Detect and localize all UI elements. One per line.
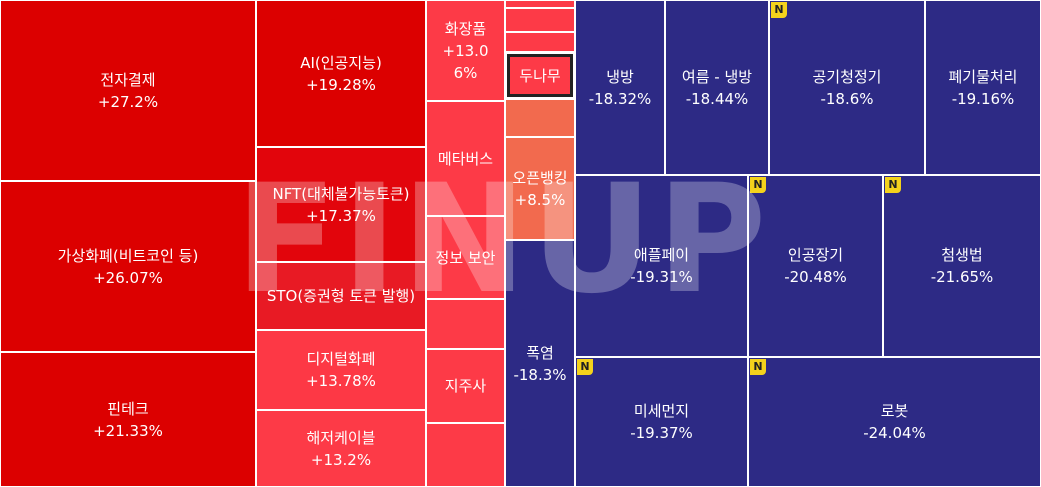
tile-label: 두나무 <box>519 66 561 85</box>
badge: N <box>771 2 787 18</box>
tile: 핀테크 +21.33% <box>0 352 256 487</box>
tile-value: -20.48% <box>784 268 847 286</box>
tile: 가상화폐(비트코인 등) +26.07% <box>0 181 256 352</box>
tile-label: 공기청정기 <box>812 67 882 86</box>
tile: 폭염 -18.3% <box>505 240 575 487</box>
tile-label: 정보 보안 <box>435 248 496 267</box>
tile-label: 폭염 <box>526 343 554 362</box>
tile: 폐기물처리 -19.16% <box>925 0 1041 175</box>
tile-value: +8.5% <box>514 190 566 209</box>
tile-label: 화장품 <box>444 19 487 38</box>
tile-value: -18.32% <box>588 89 652 108</box>
tile: 공기청정기 -18.6% N <box>769 0 925 175</box>
tile-label: 오픈뱅킹 <box>512 168 568 187</box>
tile-label: 핀테크 <box>107 399 149 418</box>
tile: 로봇 -24.04% N <box>748 357 1041 487</box>
tile <box>505 0 575 8</box>
tile-value: -18.44% <box>685 89 749 108</box>
tile: 냉방 -18.32% <box>575 0 665 175</box>
tile-label: 지주사 <box>444 377 487 395</box>
tile: 화장품 +13.06% <box>426 0 505 101</box>
tile-value: -21.65% <box>930 268 994 286</box>
tile: 해저케이블 +13.2% <box>256 410 426 487</box>
tile <box>505 32 575 52</box>
tile-label: NFT(대체불가능토큰) <box>272 184 410 203</box>
tile-label: 전자결제 <box>100 70 156 89</box>
tile-value: -19.31% <box>630 268 693 286</box>
tile-label: 가상화폐(비트코인 등) <box>57 246 199 265</box>
tile-label: STO(증권형 토큰 발행) <box>266 287 416 305</box>
tile-label: AI(인공지능) <box>300 53 382 72</box>
tile-label: 첨생법 <box>941 246 983 264</box>
tile-value: +17.37% <box>306 206 376 225</box>
tile: 첨생법 -21.65% N <box>883 175 1041 357</box>
tile: 미세먼지 -19.37% N <box>575 357 748 487</box>
tile-label: 인공장기 <box>787 246 844 264</box>
badge: N <box>577 359 593 375</box>
tile <box>505 99 575 137</box>
tile: 전자결제 +27.2% <box>0 0 256 181</box>
tile: STO(증권형 토큰 발행) <box>256 262 426 330</box>
tile: NFT(대체불가능토큰) +17.37% <box>256 147 426 262</box>
tile-label: 해저케이블 <box>306 428 376 447</box>
tile-label: 미세먼지 <box>633 402 690 420</box>
tile-value: +27.2% <box>97 92 159 111</box>
tile: 애플페이 -19.31% <box>575 175 748 357</box>
tile-value: -18.3% <box>513 365 567 384</box>
tile-value: +13.06% <box>442 41 489 82</box>
tile <box>426 299 505 349</box>
tile: 인공장기 -20.48% N <box>748 175 883 357</box>
badge: N <box>750 359 766 375</box>
tile-value: +26.07% <box>93 268 163 287</box>
tile: 디지털화폐 +13.78% <box>256 330 426 410</box>
tile: 지주사 <box>426 349 505 423</box>
tile-value: -19.16% <box>951 89 1015 108</box>
tile <box>505 8 575 32</box>
tile-value: +13.2% <box>310 450 372 469</box>
tile-label: 디지털화폐 <box>306 350 376 368</box>
tile-value: +13.78% <box>306 372 376 390</box>
badge: N <box>750 177 766 193</box>
tile-value: +19.28% <box>306 75 376 94</box>
tile: 정보 보안 <box>426 216 505 299</box>
tile: 메타버스 <box>426 101 505 216</box>
tile-value: +21.33% <box>93 421 163 440</box>
tile-label: 여름 - 냉방 <box>681 67 753 86</box>
tile-value: -24.04% <box>863 424 926 442</box>
tile: 여름 - 냉방 -18.44% <box>665 0 769 175</box>
tile-value: -19.37% <box>630 424 693 442</box>
tile-label: 냉방 <box>606 67 634 86</box>
tile-label: 애플페이 <box>633 246 690 264</box>
tile: AI(인공지능) +19.28% <box>256 0 426 147</box>
badge: N <box>885 177 901 193</box>
tile: 오픈뱅킹 +8.5% <box>505 137 575 240</box>
tile: 두나무 <box>506 53 574 98</box>
tile-value: -18.6% <box>820 89 874 108</box>
tile-label: 메타버스 <box>437 149 494 168</box>
tile-label: 로봇 <box>880 402 909 420</box>
tile-label: 폐기물처리 <box>948 67 1018 86</box>
tile <box>426 423 505 487</box>
